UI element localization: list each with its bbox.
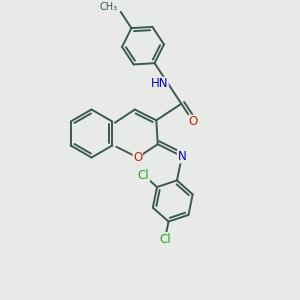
Text: O: O: [189, 115, 198, 128]
Text: HN: HN: [151, 77, 168, 90]
Text: Cl: Cl: [159, 233, 171, 246]
Text: CH₃: CH₃: [100, 2, 118, 12]
Text: O: O: [133, 151, 142, 164]
Text: N: N: [178, 150, 186, 163]
Text: Cl: Cl: [138, 169, 149, 182]
